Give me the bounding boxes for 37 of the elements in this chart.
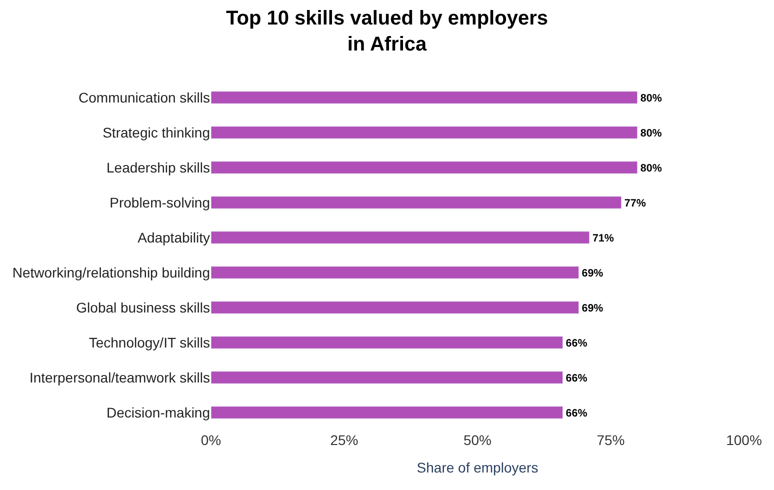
bar [211, 371, 564, 384]
x-tick-label: 25% [330, 432, 358, 448]
y-tick-label: Problem-solving [110, 194, 210, 210]
data-label: 80% [640, 92, 662, 104]
data-label: 71% [592, 232, 614, 244]
chart-title: Top 10 skills valued by employers in Africa [226, 8, 548, 56]
y-tick-label: Strategic thinking [102, 124, 210, 140]
bar [211, 231, 590, 244]
bar [211, 336, 564, 349]
bar [211, 196, 622, 209]
data-label: 69% [582, 302, 604, 314]
x-axis-title: Share of employers [416, 459, 538, 476]
y-tick-label: Decision-making [106, 404, 210, 420]
x-tick-label: 50% [463, 432, 492, 448]
data-label: 80% [640, 162, 662, 174]
bar [211, 406, 564, 419]
x-tick-label: 0% [200, 432, 222, 448]
data-label: 77% [624, 197, 646, 210]
bar [211, 301, 580, 314]
y-tick-label: Communication skills [78, 89, 210, 106]
y-tick-label: Networking/relationship building [12, 264, 210, 280]
y-tick-label: Leadership skills [106, 159, 210, 176]
data-label: 66% [566, 372, 588, 384]
data-label: 66% [566, 337, 588, 350]
y-tick-label: Technology/IT skills [88, 334, 210, 350]
bar [211, 266, 580, 279]
bar [211, 161, 638, 174]
data-label: 66% [566, 407, 588, 420]
x-tick-label: 100% [726, 432, 762, 448]
x-tick-label: 75% [596, 432, 625, 448]
y-tick-label: Adaptability [138, 229, 210, 246]
data-label: 69% [582, 267, 604, 280]
bar [211, 91, 638, 104]
y-tick-label: Interpersonal/teamwork skills [29, 369, 210, 386]
bar [211, 126, 638, 139]
y-tick-label: Global business skills [76, 299, 210, 316]
data-label: 80% [640, 127, 662, 140]
